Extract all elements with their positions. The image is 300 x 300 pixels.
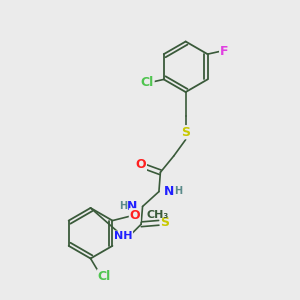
Text: S: S [160,216,169,229]
Text: S: S [181,126,190,139]
Text: N: N [127,200,137,213]
Text: NH: NH [114,231,133,241]
Text: CH₃: CH₃ [147,210,169,220]
Text: H: H [174,186,182,196]
Text: N: N [164,184,175,197]
Text: O: O [136,158,146,171]
Text: F: F [220,45,228,58]
Text: H: H [119,202,127,212]
Text: O: O [129,209,140,222]
Text: Cl: Cl [141,76,154,89]
Text: Cl: Cl [97,270,111,283]
